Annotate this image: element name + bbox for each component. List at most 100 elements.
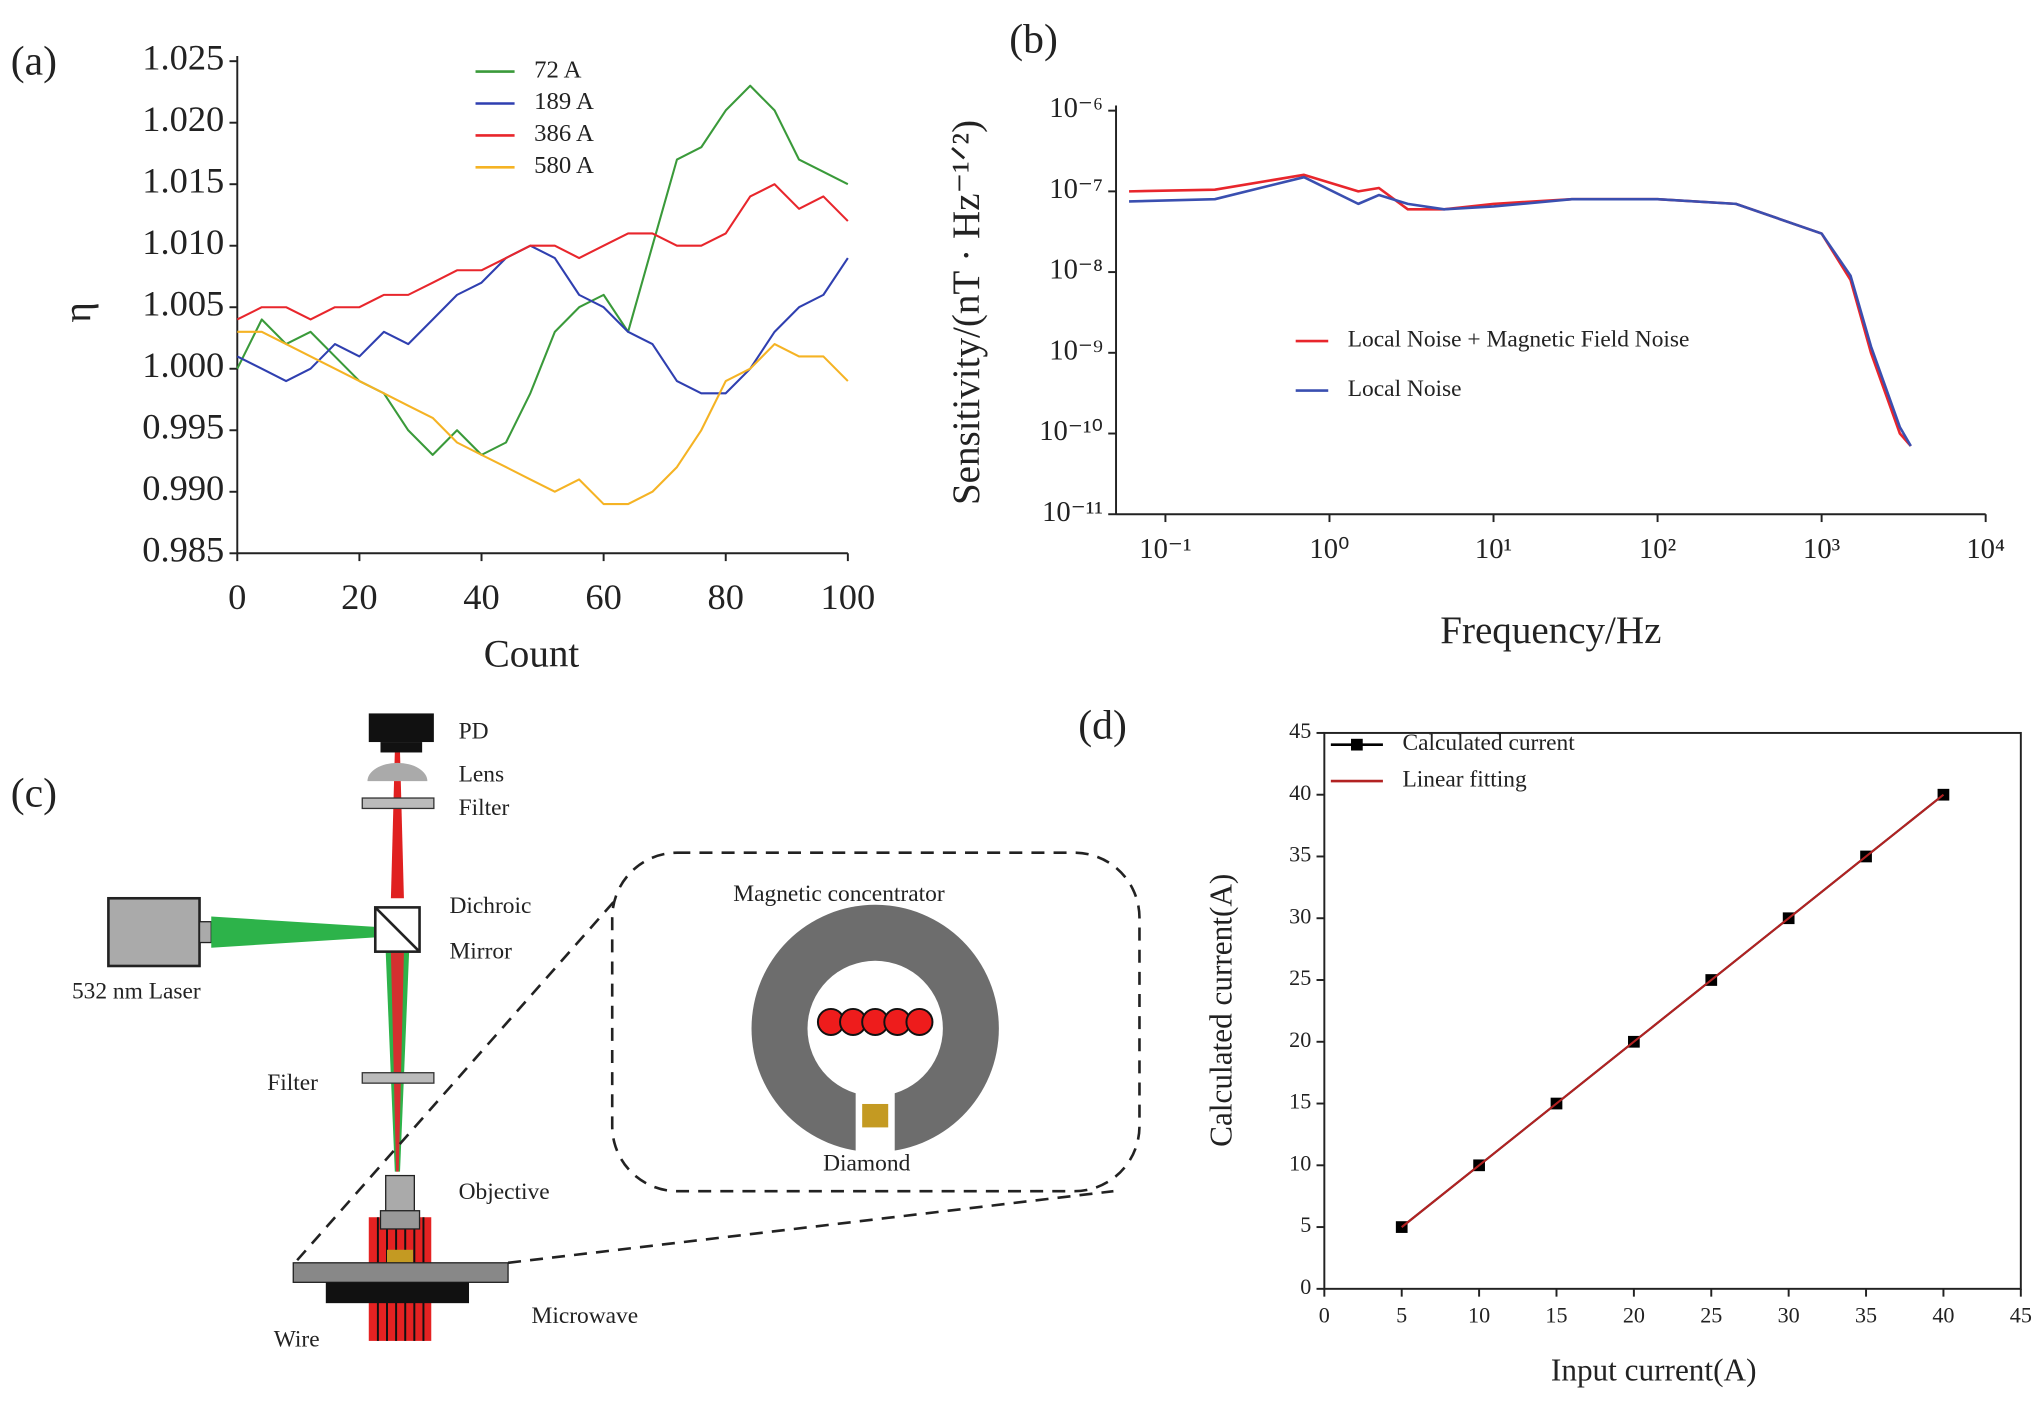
x-tick-label: 0 (228, 577, 246, 617)
label: Magnetic concentrator (733, 881, 945, 907)
x-tick-label: 10³ (1803, 533, 1841, 565)
y-tick-label: 10 (1289, 1150, 1311, 1175)
y-tick-label: 0.995 (142, 407, 224, 447)
red-beam (390, 752, 404, 899)
y-tick-label: 10⁻⁸ (1049, 254, 1103, 286)
x-tick-label: 20 (341, 577, 377, 617)
detector (368, 713, 434, 743)
legend-label: Local Noise (1348, 376, 1462, 402)
filter (361, 797, 435, 810)
zoom-line (507, 1189, 1114, 1265)
label: Filter (459, 795, 510, 821)
plate (292, 1262, 509, 1283)
y-tick-label: 0.990 (142, 468, 224, 508)
series-line (1129, 175, 1912, 447)
x-tick-label: 20 (1623, 1303, 1645, 1328)
x-axis-label: Count (484, 632, 580, 675)
y-tick-label: 10⁻¹¹ (1042, 496, 1103, 528)
legend-label: Linear fitting (1402, 766, 1527, 792)
x-tick-label: 0 (1319, 1303, 1330, 1328)
x-tick-label: 60 (585, 577, 621, 617)
x-axis-label: Input current(A) (1551, 1353, 1757, 1388)
x-tick-label: 100 (821, 577, 876, 617)
label: PD (459, 718, 489, 744)
x-tick-label: 10² (1639, 533, 1676, 565)
label: Mirror (449, 938, 512, 964)
y-tick-label: 35 (1289, 842, 1311, 867)
laser (107, 896, 201, 968)
x-tick-label: 15 (1545, 1303, 1567, 1328)
y-tick-label: 30 (1289, 903, 1311, 928)
y-tick-label: 1.005 (142, 284, 224, 324)
diamond (862, 1103, 889, 1128)
diagram: (c) PD Lens Filter Dichr (11, 713, 1141, 1352)
legend-label: 189 A (534, 88, 594, 115)
label: Lens (459, 761, 505, 787)
x-tick-label: 45 (2010, 1303, 2032, 1328)
filter (361, 1072, 435, 1084)
green-beam (211, 916, 376, 948)
detector-base (380, 742, 423, 753)
y-tick-label: 15 (1289, 1089, 1311, 1114)
x-tick-label: 80 (708, 577, 744, 617)
series-line (1129, 173, 1912, 447)
y-axis-label: Sensitivity/(nT · Hz⁻¹ᐟ²) (945, 120, 988, 505)
legend-label: Calculated current (1402, 730, 1575, 756)
label: Dichroic (449, 893, 531, 919)
y-tick-label: 20 (1289, 1027, 1311, 1052)
legend-marker (1351, 738, 1363, 751)
y-tick-label: 40 (1289, 780, 1311, 805)
x-tick-label: 10 (1468, 1303, 1490, 1328)
x-tick-label: 10⁻¹ (1139, 533, 1191, 565)
series-line (236, 84, 849, 456)
y-tick-label: 25 (1289, 965, 1311, 990)
label: Wire (274, 1326, 320, 1352)
legend-label: 72 A (534, 56, 582, 83)
y-tick-label: 1.025 (142, 38, 224, 78)
lens (367, 762, 428, 782)
label: Microwave (532, 1303, 639, 1329)
y-tick-label: 10⁻⁷ (1049, 173, 1103, 205)
x-tick-label: 40 (463, 577, 499, 617)
x-tick-label: 5 (1396, 1303, 1407, 1328)
wire-section (905, 1007, 934, 1036)
series-line (1401, 793, 1945, 1228)
x-tick-label: 10⁰ (1309, 533, 1349, 565)
x-tick-label: 10⁴ (1966, 533, 2005, 565)
legend-label: 386 A (534, 120, 594, 147)
panel-label: (c) (11, 770, 57, 816)
x-tick-label: 25 (1700, 1303, 1722, 1328)
y-tick-label: 10⁻⁶ (1049, 92, 1103, 124)
label: Objective (459, 1179, 550, 1205)
y-tick-label: 0 (1300, 1274, 1311, 1299)
mirror-diagonal (374, 906, 421, 953)
objective-tip (379, 1210, 421, 1230)
base (325, 1282, 470, 1304)
x-tick-label: 30 (1778, 1303, 1800, 1328)
y-tick-label: 1.000 (142, 345, 224, 385)
series-line (236, 244, 849, 395)
panel-label: (a) (11, 39, 57, 85)
x-tick-label: 35 (1855, 1303, 1877, 1328)
label: 532 nm Laser (72, 979, 201, 1005)
y-tick-label: 10⁻¹⁰ (1039, 415, 1103, 447)
series-line (237, 330, 849, 506)
objective (385, 1174, 415, 1213)
x-tick-label: 10¹ (1475, 533, 1512, 565)
series-line (236, 183, 849, 321)
legend-label: Local Noise + Magnetic Field Noise (1348, 326, 1690, 352)
panel-label: (d) (1078, 703, 1127, 749)
x-axis-label: Frequency/Hz (1440, 609, 1661, 652)
y-tick-label: 1.015 (142, 161, 224, 201)
panel-label: (b) (1009, 17, 1058, 63)
y-tick-label: 0.985 (142, 530, 224, 570)
x-tick-label: 40 (1932, 1303, 1954, 1328)
plot-frame (1323, 731, 2022, 1290)
red-beam (390, 951, 404, 1172)
y-tick-label: 1.020 (142, 99, 224, 139)
y-tick-label: 1.010 (142, 222, 224, 262)
legend-label: 580 A (534, 152, 594, 179)
y-tick-label: 45 (1289, 718, 1311, 743)
label: Diamond (823, 1151, 910, 1177)
